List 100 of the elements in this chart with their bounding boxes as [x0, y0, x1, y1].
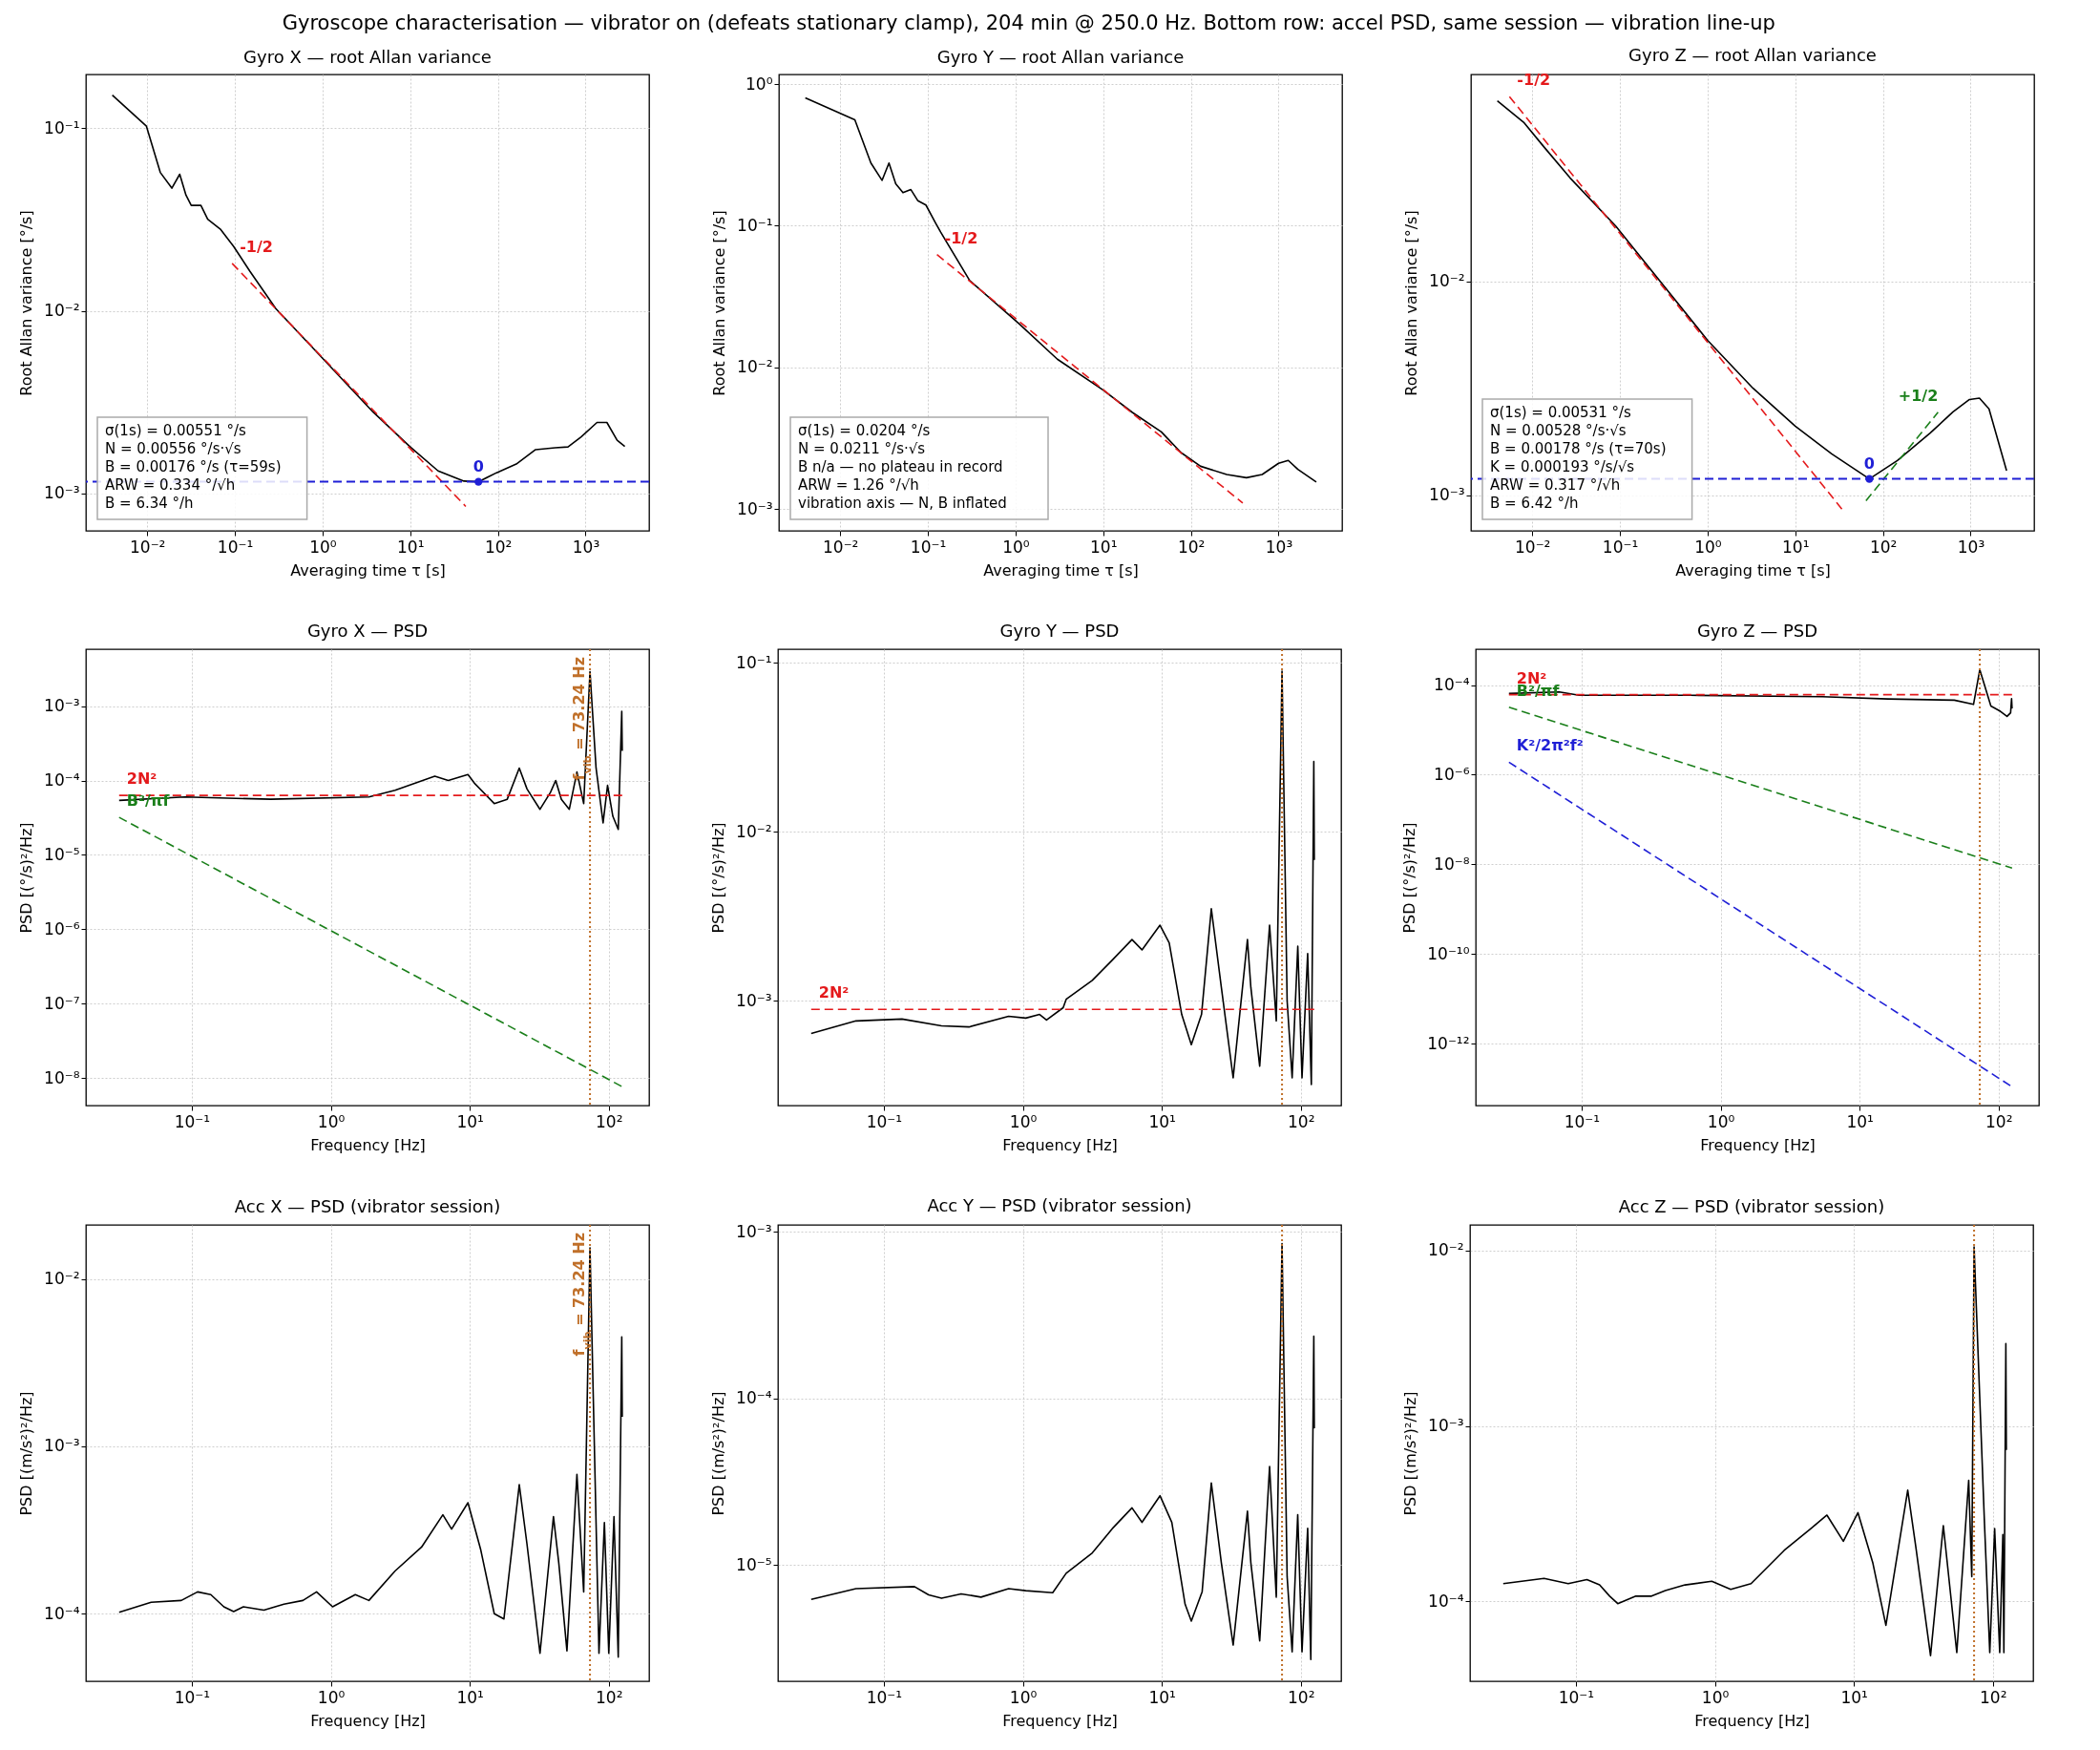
y-axis-title: Root Allan variance [°/s]	[17, 210, 36, 396]
x-tick-label: 10⁰	[317, 1687, 346, 1707]
annotation: B = 6.42 °/h	[1490, 495, 1579, 512]
annotation: N = 0.00556 °/s·√s	[105, 440, 242, 457]
x-tick-label: 10²	[484, 537, 513, 557]
y-tick-label: 10⁻⁶	[1434, 764, 1470, 784]
annotation: B n/a — no plateau in record	[798, 458, 1003, 475]
series-label: 2N²	[818, 983, 850, 1002]
y-tick-label: 10⁻⁷	[44, 993, 80, 1013]
series-label: -1/2	[944, 228, 978, 247]
y-axis-title: Root Allan variance [°/s]	[1402, 210, 1421, 396]
y-tick-label: 10⁻³	[44, 483, 80, 503]
series-label: +1/2	[1898, 386, 1939, 405]
y-tick-label: 10⁻⁵	[44, 844, 80, 864]
x-tick-label: 10⁻¹	[1564, 1111, 1601, 1131]
y-tick-label: 10⁻⁴	[1428, 1591, 1464, 1611]
y-tick-label: 10⁻²	[1429, 271, 1465, 291]
x-tick-label: 10³	[1265, 537, 1293, 557]
y-axis-title: PSD [(m/s²)²/Hz]	[1401, 1391, 1420, 1516]
x-axis-title: Averaging time τ [s]	[983, 560, 1139, 580]
chart-title: Acc X — PSD (vibrator session)	[234, 1196, 501, 1216]
y-tick-label: 10⁻²	[737, 357, 773, 377]
series-label: 0	[1863, 453, 1875, 473]
x-tick-label: 10²	[1177, 537, 1206, 557]
x-tick-label: 10¹	[1846, 1111, 1874, 1131]
y-tick-label: 10⁻³	[737, 498, 773, 518]
annotation: ARW = 1.26 °/√h	[798, 476, 919, 494]
y-axis-title: PSD [(°/s)²/Hz]	[17, 822, 36, 934]
y-tick-label: 10⁻¹	[44, 117, 80, 137]
annotation: B = 6.34 °/h	[105, 495, 194, 512]
y-axis-title: PSD [(°/s)²/Hz]	[1400, 822, 1419, 934]
x-tick-label: 10²	[1985, 1111, 2013, 1131]
x-tick-label: 10⁻²	[129, 537, 166, 557]
x-tick-label: 10¹	[1148, 1111, 1176, 1131]
x-tick-label: 10⁰	[1002, 537, 1030, 557]
y-axis-title: PSD [(m/s²)²/Hz]	[709, 1391, 728, 1516]
x-tick-label: 10¹	[1090, 537, 1118, 557]
x-tick-label: 10¹	[456, 1111, 484, 1131]
y-tick-label: 10⁻⁴	[736, 1388, 772, 1408]
y-tick-label: 10⁻¹	[736, 652, 772, 672]
x-tick-label: 10⁻¹	[174, 1111, 211, 1131]
chart-title: Gyro Y — root Allan variance	[936, 47, 1185, 67]
annotation: N = 0.0211 °/s·√s	[798, 440, 926, 457]
x-tick-label: 10¹	[1782, 537, 1810, 557]
x-axis-title: Averaging time τ [s]	[1675, 560, 1831, 580]
series-label: -1/2	[1517, 71, 1551, 90]
y-tick-label: 10⁻⁸	[1434, 854, 1470, 874]
x-tick-label: 10³	[1957, 537, 1985, 557]
x-tick-label: 10⁰	[309, 537, 337, 557]
x-tick-label: 10²	[596, 1687, 623, 1707]
x-tick-label: 10⁰	[317, 1111, 346, 1131]
annotation: σ(1s) = 0.0204 °/s	[798, 422, 931, 439]
x-tick-label: 10⁻¹	[174, 1687, 211, 1707]
chart-title: Acc Z — PSD (vibrator session)	[1618, 1196, 1885, 1216]
annotation: K = 0.000193 °/s/√s	[1490, 458, 1635, 475]
y-tick-label: 10⁻¹⁰	[1427, 943, 1470, 963]
y-tick-label: 10⁻⁴	[44, 1603, 80, 1623]
x-tick-label: 10¹	[397, 537, 425, 557]
y-tick-label: 10⁻⁴	[44, 770, 80, 791]
annotation: ARW = 0.334 °/√h	[105, 476, 236, 494]
x-tick-label: 10⁰	[1701, 1687, 1730, 1707]
x-tick-label: 10²	[1980, 1687, 2007, 1707]
x-axis-title: Frequency [Hz]	[1002, 1135, 1118, 1154]
x-tick-label: 10⁰	[1009, 1687, 1038, 1707]
y-axis-title: Root Allan variance [°/s]	[710, 210, 729, 396]
x-axis-title: Frequency [Hz]	[310, 1135, 426, 1154]
x-tick-label: 10²	[1869, 537, 1898, 557]
annotation: ARW = 0.317 °/√h	[1490, 476, 1621, 494]
x-tick-label: 10⁰	[1009, 1111, 1038, 1131]
x-tick-label: 10⁻¹	[866, 1687, 903, 1707]
x-tick-label: 10⁻²	[1514, 537, 1551, 557]
chart-title: Gyro X — root Allan variance	[243, 47, 492, 67]
x-tick-label: 10⁰	[1707, 1111, 1735, 1131]
annotation: B = 0.00176 °/s (τ=59s)	[105, 458, 282, 475]
y-tick-label: 10⁻²	[736, 821, 772, 841]
x-tick-label: 10³	[572, 537, 600, 557]
y-axis-title: PSD [(°/s)²/Hz]	[709, 822, 728, 934]
chart-title: Acc Y — PSD (vibrator session)	[927, 1195, 1192, 1216]
y-tick-label: 10⁻⁵	[736, 1554, 772, 1574]
annotation: σ(1s) = 0.00531 °/s	[1490, 404, 1632, 421]
series-label: 0	[472, 456, 484, 475]
x-tick-label: 10²	[1288, 1687, 1315, 1707]
series-label: -1/2	[240, 237, 273, 256]
y-tick-label: 10⁻⁸	[44, 1067, 80, 1087]
chart-title: Gyro Y — PSD	[999, 621, 1120, 641]
x-tick-label: 10⁻¹	[217, 537, 254, 557]
y-tick-label: 10⁻⁶	[44, 918, 80, 938]
x-tick-label: 10⁻¹	[1602, 537, 1639, 557]
y-tick-label: 10⁻³	[736, 990, 772, 1010]
chart-title: Gyro Z — PSD	[1696, 621, 1818, 641]
annotation: N = 0.00528 °/s·√s	[1490, 422, 1627, 439]
x-axis-title: Frequency [Hz]	[1700, 1135, 1816, 1154]
x-tick-label: 10²	[1288, 1111, 1315, 1131]
x-tick-label: 10¹	[456, 1687, 484, 1707]
y-axis-title: PSD [(m/s²)²/Hz]	[17, 1391, 36, 1516]
x-tick-label: 10¹	[1148, 1687, 1176, 1707]
x-axis-title: Frequency [Hz]	[310, 1711, 426, 1730]
text: Gyroscope characterisation — vibrator on (defeats stationary clamp), 204 min @ 250.0 Hz. Bottom row: accel PSD, same session — vibration line-up	[282, 11, 1775, 35]
x-axis-title: Averaging time τ [s]	[290, 560, 446, 580]
annotation: σ(1s) = 0.00551 °/s	[105, 422, 247, 439]
